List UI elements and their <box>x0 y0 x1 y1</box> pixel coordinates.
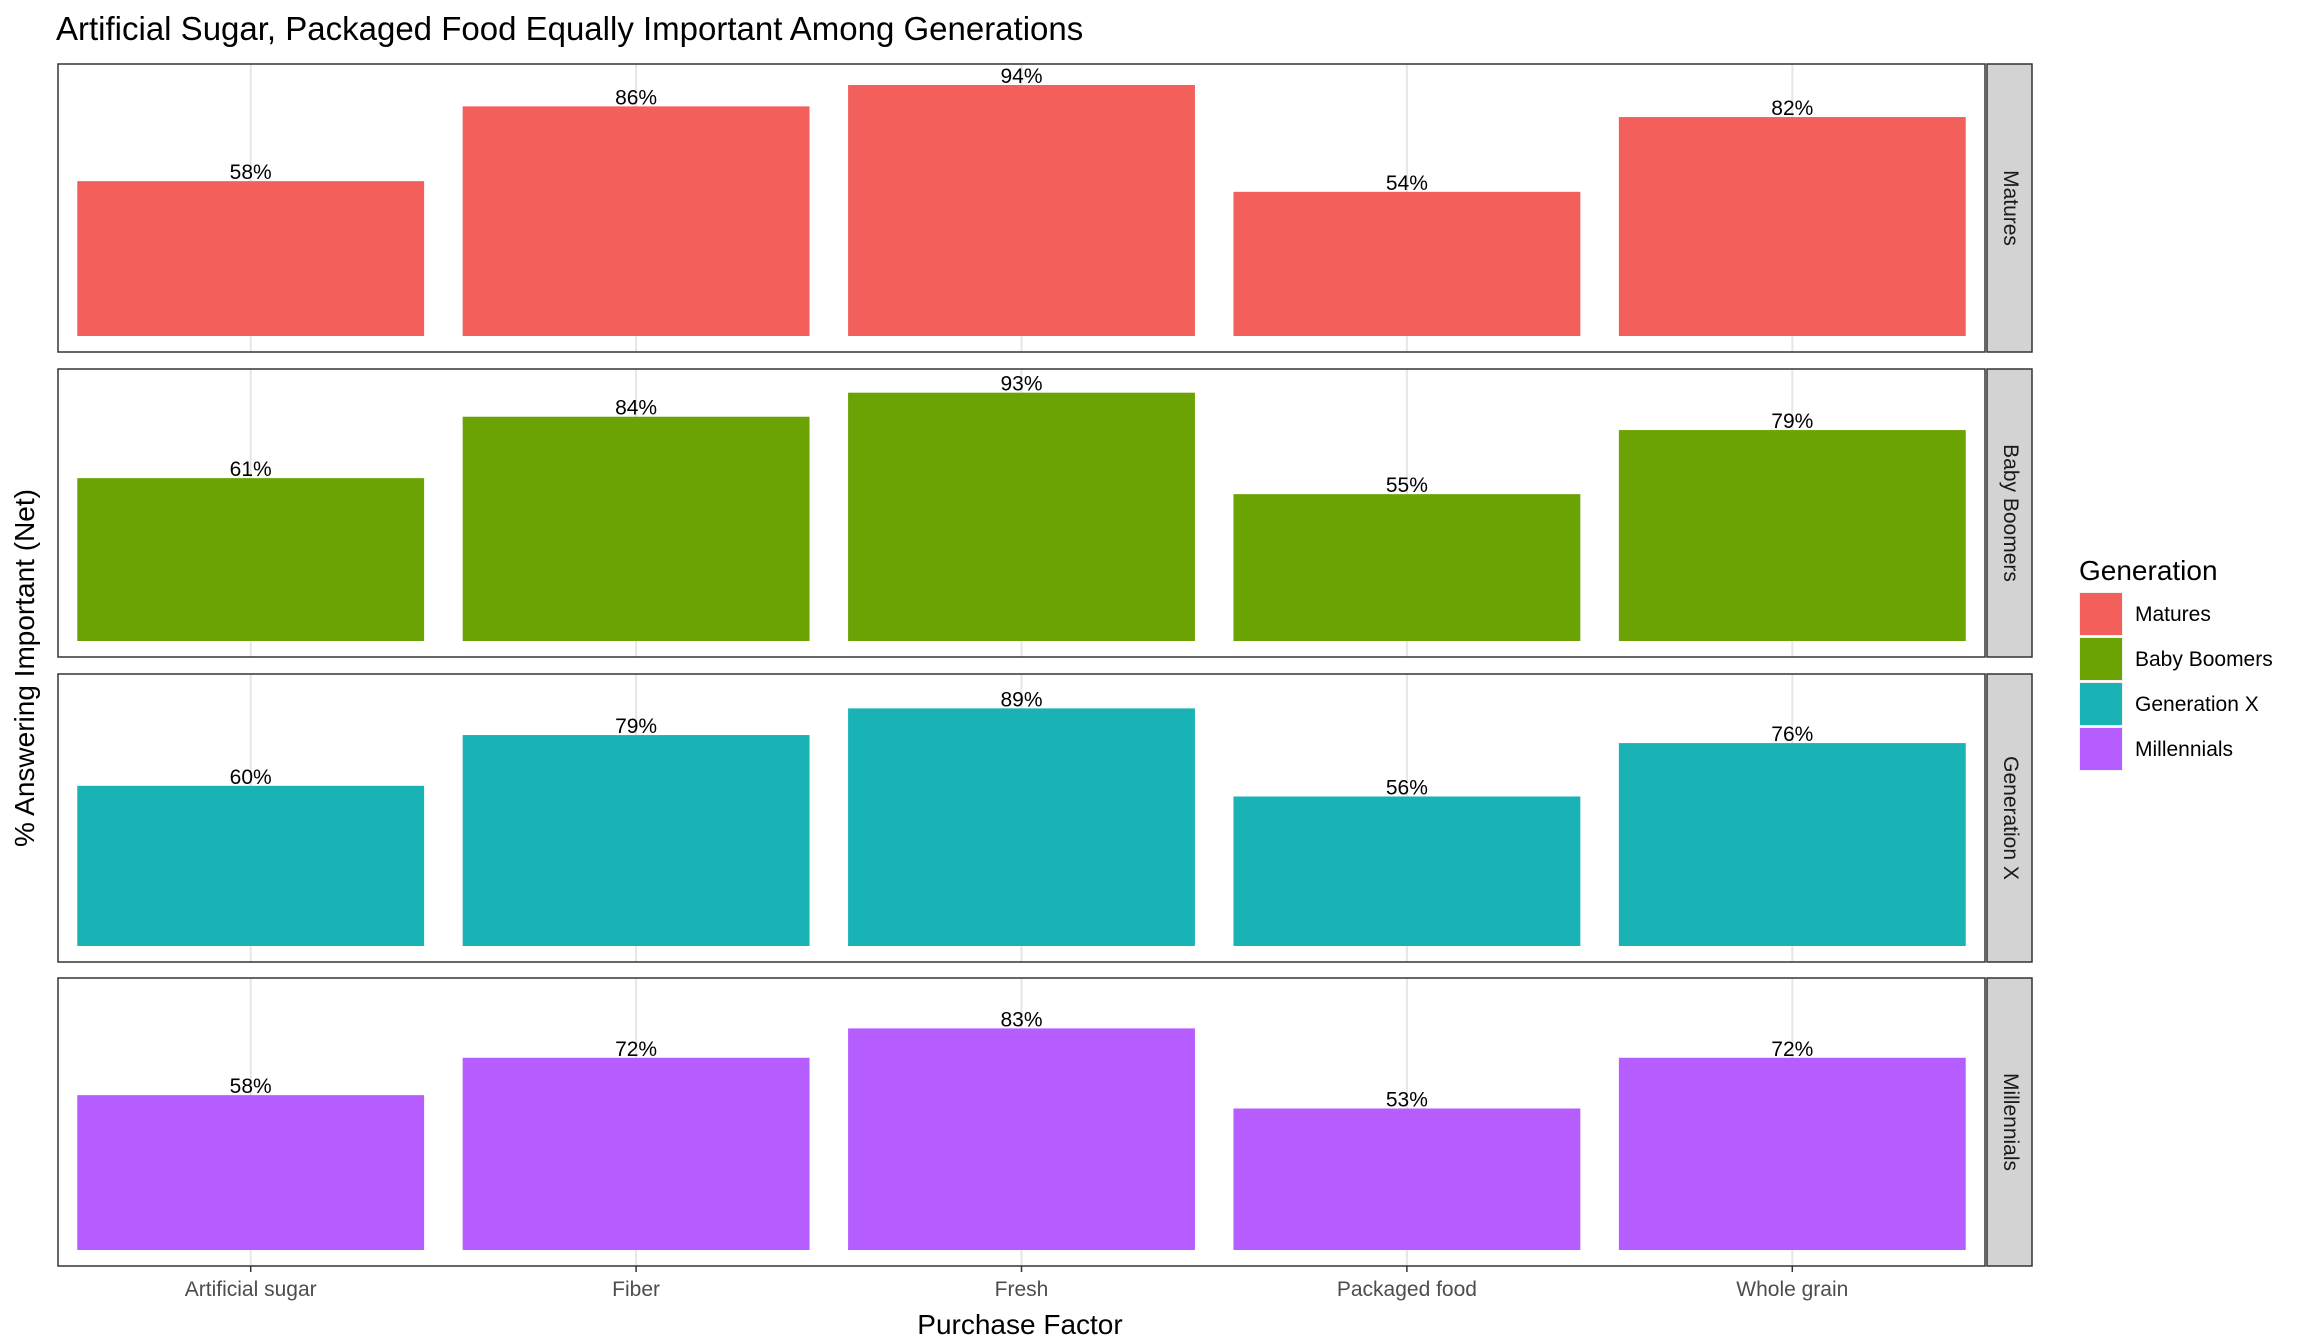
bar <box>462 1057 810 1250</box>
facet-strip-label: Millennials <box>1999 1073 2022 1171</box>
facet-panel: 61% 84% 93% 55% 79% Baby Boomers <box>57 368 2033 658</box>
facet-strip <box>1986 673 2033 963</box>
data-label: 61% <box>230 458 272 481</box>
bar <box>848 85 1195 337</box>
data-label: 89% <box>1000 688 1042 711</box>
data-label: 58% <box>230 1075 272 1098</box>
data-label: 79% <box>615 715 657 738</box>
panel-border <box>57 673 1986 963</box>
data-label: 79% <box>1771 410 1813 433</box>
data-label: 82% <box>1771 97 1813 120</box>
chart-title: Artificial Sugar, Packaged Food Equally … <box>56 10 1083 47</box>
data-label: 72% <box>615 1038 657 1061</box>
bar <box>1618 117 1966 336</box>
data-label: 83% <box>1000 1008 1042 1031</box>
legend-label: Millennials <box>2135 738 2233 761</box>
data-label: 72% <box>1771 1038 1813 1061</box>
y-axis-label: % Answering Important (Net) <box>9 489 40 847</box>
facet-strip-label: Baby Boomers <box>1999 444 2022 582</box>
bar <box>462 416 810 641</box>
panel-border <box>57 368 1986 658</box>
facet-strip-label: Generation X <box>1999 756 2022 880</box>
bar <box>848 1028 1195 1250</box>
legend-label: Baby Boomers <box>2135 648 2273 671</box>
facet-strip <box>1986 977 2033 1267</box>
facet-strip <box>1986 368 2033 658</box>
bar <box>77 785 425 946</box>
data-label: 60% <box>230 766 272 789</box>
x-tick-label: Fresh <box>995 1278 1049 1301</box>
bar <box>1233 494 1581 641</box>
bar <box>462 106 810 336</box>
data-label: 76% <box>1771 723 1813 746</box>
legend-item: Millennials <box>2079 727 2233 771</box>
x-tick-label: Whole grain <box>1736 1278 1848 1301</box>
legend-item: Matures <box>2079 592 2211 636</box>
data-label: 56% <box>1386 776 1428 799</box>
facet-panel: 60% 79% 89% 56% 76% Generation X <box>57 673 2033 963</box>
data-label: 84% <box>615 397 657 420</box>
bar <box>77 1095 425 1250</box>
bar <box>1233 796 1581 946</box>
legend-swatch <box>2080 728 2122 770</box>
facet-panel: 58% 86% 94% 54% 82% Matures <box>57 63 2033 353</box>
data-label: 94% <box>1000 65 1042 88</box>
data-label: 58% <box>230 161 272 184</box>
data-label: 53% <box>1386 1088 1428 1111</box>
bar <box>77 181 425 336</box>
x-axis-label: Purchase Factor <box>917 1309 1122 1340</box>
legend-label: Matures <box>2135 603 2211 626</box>
bar <box>1618 743 1966 946</box>
x-tick-label: Packaged food <box>1337 1278 1477 1301</box>
bar <box>1233 191 1581 336</box>
panel-border <box>57 63 1986 353</box>
legend-swatch <box>2080 638 2122 680</box>
legend-item: Baby Boomers <box>2079 637 2273 681</box>
legend-label: Generation X <box>2135 693 2259 716</box>
facet-strip <box>1986 63 2033 353</box>
data-label: 55% <box>1386 474 1428 497</box>
bar <box>848 708 1195 946</box>
legend: Generation Matures Baby Boomers Generation… <box>2079 555 2273 771</box>
x-tick-label: Artificial sugar <box>185 1278 317 1301</box>
legend-swatch <box>2080 683 2122 725</box>
bar <box>1233 1108 1581 1250</box>
data-label: 93% <box>1000 373 1042 396</box>
legend-title: Generation <box>2079 555 2218 586</box>
data-label: 86% <box>615 86 657 109</box>
bar <box>1618 430 1966 641</box>
legend-item: Generation X <box>2079 682 2259 726</box>
bar <box>77 478 425 641</box>
data-label: 54% <box>1386 172 1428 195</box>
x-axis: Artificial sugar Fiber Fresh Packaged food W… <box>185 1266 1848 1301</box>
legend-swatch <box>2080 593 2122 635</box>
facet-panel: 58% 72% 83% 53% 72% Millennials <box>57 977 2033 1267</box>
x-tick-label: Fiber <box>612 1278 660 1301</box>
bar <box>1618 1057 1966 1250</box>
bar <box>848 392 1195 641</box>
bar <box>462 735 810 946</box>
facet-panels: 58% 86% 94% 54% 82% Matures 61% 84% 93% 55% 79% Bab… <box>57 63 2033 1267</box>
facet-strip-label: Matures <box>1999 170 2022 246</box>
